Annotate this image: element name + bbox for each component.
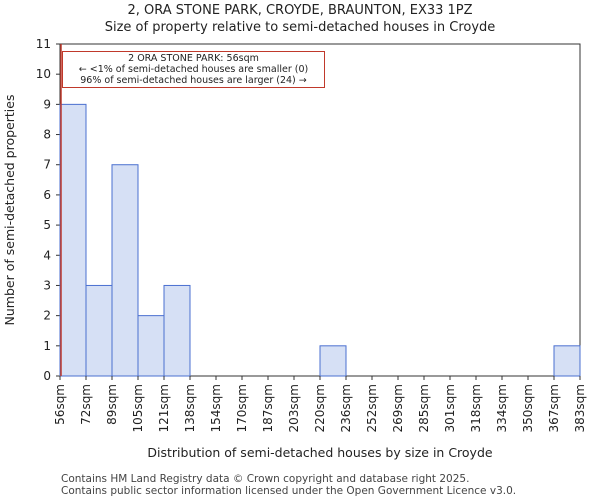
- y-tick-label: 3: [43, 278, 51, 292]
- footer-line-1: Contains HM Land Registry data © Crown c…: [61, 473, 470, 485]
- x-tick-label: 187sqm: [261, 384, 275, 432]
- bar: [163, 284, 191, 377]
- x-tick-label: 236sqm: [339, 384, 353, 432]
- y-tick-label: 7: [43, 158, 51, 172]
- chart-subtitle: Size of property relative to semi-detach…: [104, 20, 496, 35]
- x-tick-label: 318sqm: [469, 384, 483, 432]
- x-tick-label: 383sqm: [573, 384, 587, 432]
- y-tick-label: 5: [43, 218, 51, 232]
- x-tick-label: 220sqm: [313, 384, 327, 432]
- x-tick-label: 121sqm: [157, 384, 171, 432]
- annotation-line-3: 96% of semi-detached houses are larger (…: [80, 75, 307, 86]
- x-tick-label: 72sqm: [79, 384, 93, 425]
- annotation-line-1: 2 ORA STONE PARK: 56sqm: [128, 53, 259, 64]
- x-tick-label: 154sqm: [209, 384, 223, 432]
- x-tick-label: 269sqm: [391, 384, 405, 432]
- x-tick-label: 203sqm: [287, 384, 301, 432]
- y-tick-label: 6: [43, 188, 51, 202]
- footer-line-2: Contains public sector information licen…: [61, 485, 517, 497]
- y-tick-label: 8: [43, 128, 51, 142]
- x-tick-label: 367sqm: [547, 384, 561, 432]
- bar: [137, 315, 165, 377]
- y-tick-label: 9: [43, 97, 51, 111]
- y-tick-label: 2: [43, 309, 51, 323]
- x-tick-label: 252sqm: [365, 384, 379, 432]
- x-tick-label: 170sqm: [235, 384, 249, 432]
- x-tick-label: 105sqm: [131, 384, 145, 432]
- x-tick-label: 350sqm: [521, 384, 535, 432]
- x-tick-label: 138sqm: [183, 384, 197, 432]
- x-tick-label: 56sqm: [53, 384, 67, 425]
- x-tick-label: 285sqm: [417, 384, 431, 432]
- annotation-line-2: ← <1% of semi-detached houses are smalle…: [78, 64, 309, 75]
- bar: [59, 103, 87, 377]
- annotation-box: 2 ORA STONE PARK: 56sqm ← <1% of semi-de…: [62, 51, 325, 88]
- x-tick-label: 89sqm: [105, 384, 119, 425]
- bar: [553, 345, 581, 377]
- x-tick-label: 334sqm: [495, 384, 509, 432]
- y-axis-label: Number of semi-detached properties: [2, 95, 17, 326]
- y-tick-label: 11: [36, 37, 51, 51]
- y-tick-label: 1: [43, 339, 51, 353]
- bar: [111, 164, 139, 377]
- x-tick-label: 301sqm: [443, 384, 457, 432]
- y-tick-label: 0: [43, 369, 51, 383]
- y-tick-label: 4: [43, 248, 51, 262]
- bar: [319, 345, 347, 377]
- bar: [85, 284, 113, 377]
- chart-title: 2, ORA STONE PARK, CROYDE, BRAUNTON, EX3…: [127, 3, 473, 18]
- x-axis-label: Distribution of semi-detached houses by …: [147, 445, 493, 460]
- y-tick-label: 10: [36, 67, 51, 81]
